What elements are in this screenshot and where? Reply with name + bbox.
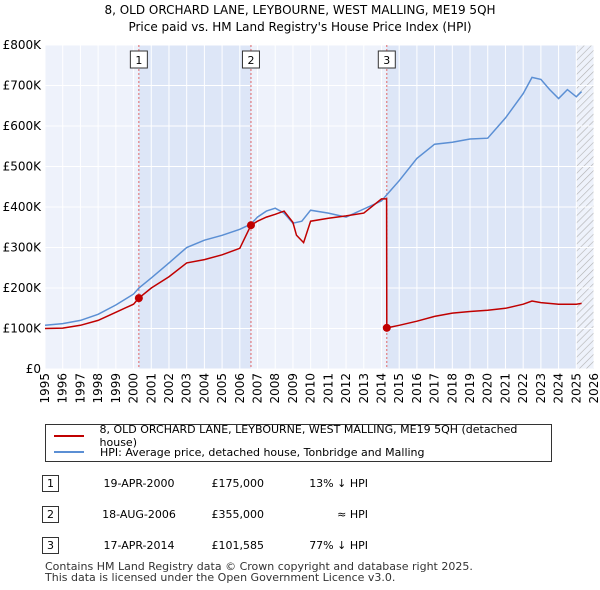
chart-title: 8, OLD ORCHARD LANE, LEYBOURNE, WEST MAL… <box>0 2 600 36</box>
y-tick-label: £200K <box>3 281 43 295</box>
x-tick-label: 2026 <box>587 373 600 404</box>
transaction-hpi-comparison: 77% ↓ HPI <box>309 539 368 552</box>
x-tick-label: 2016 <box>410 373 424 404</box>
footer-line-2: This data is licensed under the Open Gov… <box>45 571 396 584</box>
transaction-points <box>134 221 391 332</box>
x-tick-label: 2024 <box>552 373 566 404</box>
x-tick-label: 2000 <box>127 373 141 404</box>
transaction-point <box>134 294 143 303</box>
transaction-label: 3 <box>383 54 390 67</box>
transaction-labels: 1 2 3 <box>129 50 396 69</box>
transaction-price: £175,000 <box>211 477 265 490</box>
footer-line-1: Contains HM Land Registry data © Crown c… <box>45 560 473 573</box>
transaction-price: £101,585 <box>211 539 265 552</box>
x-tick-label: 2001 <box>144 373 158 404</box>
property-series-line <box>45 198 582 330</box>
legend-label-hpi: HPI: Average price, detached house, Tonb… <box>100 445 425 459</box>
y-tick-label: £500K <box>3 160 43 174</box>
legend-swatch-property <box>54 435 84 437</box>
y-tick-label: £300K <box>3 241 43 255</box>
transaction-label-box <box>241 50 260 69</box>
transaction-label: 2 <box>247 54 254 67</box>
x-tick-label: 2011 <box>321 373 335 404</box>
x-tick-label: 2010 <box>304 373 318 404</box>
x-tick-label: 2018 <box>445 373 459 404</box>
x-tick-label: 2014 <box>374 373 388 404</box>
x-tick-label: 2007 <box>251 373 265 404</box>
legend-swatch-hpi <box>54 451 84 453</box>
transaction-price: £355,000 <box>211 508 265 521</box>
transaction-hpi-comparison: ≈ HPI <box>337 508 368 521</box>
x-tick-label: 1997 <box>73 373 87 404</box>
legend-item-hpi: HPI: Average price, detached house, Tonb… <box>54 444 425 460</box>
x-tick-label: 2005 <box>215 373 229 404</box>
transaction-date: 17-APR-2014 <box>103 539 175 552</box>
x-tick-label: 2019 <box>463 373 477 404</box>
y-tick-label: £0 <box>26 362 41 376</box>
x-axis: 1995 1996 1997 1998 1999 2000 2001 2002 2003 2004… <box>38 373 600 404</box>
x-tick-label: 2021 <box>498 373 512 404</box>
x-tick-label: 2013 <box>357 373 371 404</box>
x-tick-label: 2023 <box>534 373 548 404</box>
transaction-number: 1 <box>42 475 59 492</box>
y-tick-label: £600K <box>3 119 43 133</box>
transaction-date: 19-APR-2000 <box>103 477 175 490</box>
price-chart: 1 2 3 £0 £100K £200K £300K £400K £500K £600K £700… <box>3 38 600 404</box>
x-tick-label: 2025 <box>569 373 583 404</box>
x-tick-label: 2012 <box>339 373 353 404</box>
transaction-label-box <box>377 50 396 69</box>
transaction-date: 18-AUG-2006 <box>102 508 176 521</box>
footer-attribution: Contains HM Land Registry data © Crown c… <box>45 561 473 583</box>
transaction-point <box>382 323 391 332</box>
x-tick-label: 2020 <box>481 373 495 404</box>
transaction-label-box <box>129 50 148 69</box>
x-tick-label: 2017 <box>428 373 442 404</box>
chart-title-line-1: 8, OLD ORCHARD LANE, LEYBOURNE, WEST MAL… <box>104 3 496 17</box>
y-tick-label: £100K <box>3 322 43 336</box>
legend-label-property: 8, OLD ORCHARD LANE, LEYBOURNE, WEST MAL… <box>99 423 518 449</box>
y-tick-label: £800K <box>3 38 43 52</box>
transaction-point <box>246 221 255 230</box>
legend: 8, OLD ORCHARD LANE, LEYBOURNE, WEST MAL… <box>45 423 552 462</box>
legend-item-property: 8, OLD ORCHARD LANE, LEYBOURNE, WEST MAL… <box>54 423 551 449</box>
transaction-hpi-comparison: 13% ↓ HPI <box>309 477 368 490</box>
y-tick-label: £400K <box>3 200 43 214</box>
chart-title-line-2: Price paid vs. HM Land Registry's House … <box>128 20 472 34</box>
grid-lines <box>44 44 595 370</box>
x-tick-label: 1999 <box>109 373 123 404</box>
y-axis: £0 £100K £200K £300K £400K £500K £600K £700K £80… <box>3 38 43 376</box>
transaction-label: 1 <box>135 54 142 67</box>
x-tick-label: 2008 <box>268 373 282 404</box>
x-tick-label: 2006 <box>233 373 247 404</box>
x-tick-label: 2015 <box>392 373 406 404</box>
x-tick-label: 2009 <box>286 373 300 404</box>
transaction-number: 2 <box>42 506 59 523</box>
x-tick-label: 2004 <box>197 373 211 404</box>
hpi-series-line <box>45 76 583 327</box>
x-tick-label: 1996 <box>56 373 70 404</box>
x-tick-label: 2002 <box>162 373 176 404</box>
x-tick-label: 1995 <box>38 373 52 404</box>
x-tick-label: 1998 <box>91 373 105 404</box>
x-tick-label: 2022 <box>516 373 530 404</box>
y-tick-label: £700K <box>3 79 43 93</box>
transaction-number: 3 <box>42 537 59 554</box>
x-tick-label: 2003 <box>180 373 194 404</box>
